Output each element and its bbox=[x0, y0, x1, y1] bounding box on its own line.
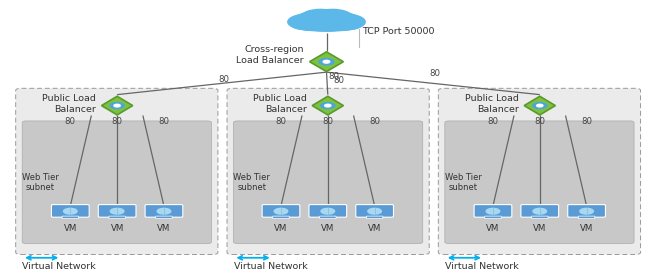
Text: VM: VM bbox=[157, 224, 170, 233]
FancyBboxPatch shape bbox=[145, 205, 183, 217]
FancyBboxPatch shape bbox=[486, 211, 500, 212]
FancyBboxPatch shape bbox=[368, 211, 381, 212]
Circle shape bbox=[157, 208, 170, 214]
Circle shape bbox=[537, 104, 543, 107]
Text: 80: 80 bbox=[333, 76, 344, 85]
Circle shape bbox=[533, 102, 547, 109]
FancyBboxPatch shape bbox=[273, 216, 289, 219]
FancyBboxPatch shape bbox=[579, 216, 595, 219]
Text: 80: 80 bbox=[534, 117, 545, 126]
Text: 80: 80 bbox=[112, 117, 123, 126]
FancyBboxPatch shape bbox=[155, 216, 172, 219]
FancyBboxPatch shape bbox=[110, 211, 124, 212]
FancyBboxPatch shape bbox=[63, 211, 77, 212]
FancyBboxPatch shape bbox=[321, 211, 334, 212]
FancyBboxPatch shape bbox=[366, 216, 383, 219]
Polygon shape bbox=[310, 52, 343, 71]
FancyBboxPatch shape bbox=[356, 205, 394, 217]
Circle shape bbox=[321, 208, 334, 214]
Circle shape bbox=[368, 208, 381, 214]
Text: VM: VM bbox=[321, 224, 334, 233]
Ellipse shape bbox=[302, 9, 339, 24]
Ellipse shape bbox=[294, 10, 359, 31]
Text: 80: 80 bbox=[487, 117, 498, 126]
FancyBboxPatch shape bbox=[16, 88, 218, 255]
Ellipse shape bbox=[314, 9, 351, 24]
FancyBboxPatch shape bbox=[319, 216, 336, 219]
Circle shape bbox=[319, 58, 334, 65]
Ellipse shape bbox=[292, 20, 361, 31]
Text: VM: VM bbox=[580, 224, 594, 233]
FancyBboxPatch shape bbox=[109, 216, 125, 219]
Text: Virtual Network: Virtual Network bbox=[445, 262, 518, 271]
Text: Cross-region
Load Balancer: Cross-region Load Balancer bbox=[236, 45, 304, 65]
FancyBboxPatch shape bbox=[532, 216, 548, 219]
FancyBboxPatch shape bbox=[533, 211, 547, 212]
Circle shape bbox=[580, 208, 594, 214]
Text: TCP Port 50000: TCP Port 50000 bbox=[362, 27, 435, 37]
Circle shape bbox=[486, 208, 500, 214]
Circle shape bbox=[274, 208, 288, 214]
Circle shape bbox=[325, 104, 331, 107]
FancyBboxPatch shape bbox=[22, 121, 212, 243]
Polygon shape bbox=[524, 96, 556, 115]
Text: Web Tier
subnet: Web Tier subnet bbox=[233, 173, 270, 192]
Text: Public Load
Balancer: Public Load Balancer bbox=[253, 94, 307, 114]
FancyBboxPatch shape bbox=[262, 205, 300, 217]
Text: VM: VM bbox=[486, 224, 500, 233]
FancyBboxPatch shape bbox=[98, 205, 136, 217]
FancyBboxPatch shape bbox=[157, 211, 170, 212]
Circle shape bbox=[63, 208, 77, 214]
Polygon shape bbox=[312, 96, 343, 115]
Text: VM: VM bbox=[63, 224, 77, 233]
Text: Virtual Network: Virtual Network bbox=[22, 262, 96, 271]
Ellipse shape bbox=[288, 14, 333, 30]
Circle shape bbox=[110, 208, 124, 214]
Text: 80: 80 bbox=[581, 117, 592, 126]
FancyBboxPatch shape bbox=[521, 205, 558, 217]
Text: VM: VM bbox=[110, 224, 124, 233]
FancyBboxPatch shape bbox=[309, 205, 347, 217]
Circle shape bbox=[323, 60, 330, 63]
FancyBboxPatch shape bbox=[580, 211, 594, 212]
Polygon shape bbox=[101, 96, 133, 115]
FancyBboxPatch shape bbox=[474, 205, 512, 217]
Circle shape bbox=[110, 102, 124, 109]
Text: 80: 80 bbox=[218, 75, 229, 84]
Text: VM: VM bbox=[368, 224, 381, 233]
FancyBboxPatch shape bbox=[485, 216, 502, 219]
FancyBboxPatch shape bbox=[567, 205, 605, 217]
Text: 80: 80 bbox=[329, 72, 340, 81]
Circle shape bbox=[321, 102, 335, 109]
FancyBboxPatch shape bbox=[62, 216, 78, 219]
Text: 80: 80 bbox=[369, 117, 380, 126]
Text: Public Load
Balancer: Public Load Balancer bbox=[465, 94, 519, 114]
Text: Public Load
Balancer: Public Load Balancer bbox=[42, 94, 97, 114]
FancyBboxPatch shape bbox=[52, 205, 89, 217]
Text: 80: 80 bbox=[430, 69, 440, 78]
Text: Web Tier
subnet: Web Tier subnet bbox=[445, 173, 481, 192]
Circle shape bbox=[533, 208, 547, 214]
Text: VM: VM bbox=[274, 224, 288, 233]
Text: VM: VM bbox=[533, 224, 547, 233]
FancyBboxPatch shape bbox=[438, 88, 641, 255]
FancyBboxPatch shape bbox=[227, 88, 429, 255]
Text: 80: 80 bbox=[276, 117, 287, 126]
FancyBboxPatch shape bbox=[234, 121, 422, 243]
Text: Virtual Network: Virtual Network bbox=[234, 262, 308, 271]
Text: Web Tier
subnet: Web Tier subnet bbox=[22, 173, 59, 192]
Text: 80: 80 bbox=[159, 117, 169, 126]
Text: 80: 80 bbox=[323, 117, 333, 126]
FancyBboxPatch shape bbox=[274, 211, 288, 212]
Circle shape bbox=[114, 104, 120, 107]
FancyBboxPatch shape bbox=[445, 121, 634, 243]
Ellipse shape bbox=[320, 14, 365, 30]
Text: 80: 80 bbox=[65, 117, 76, 126]
